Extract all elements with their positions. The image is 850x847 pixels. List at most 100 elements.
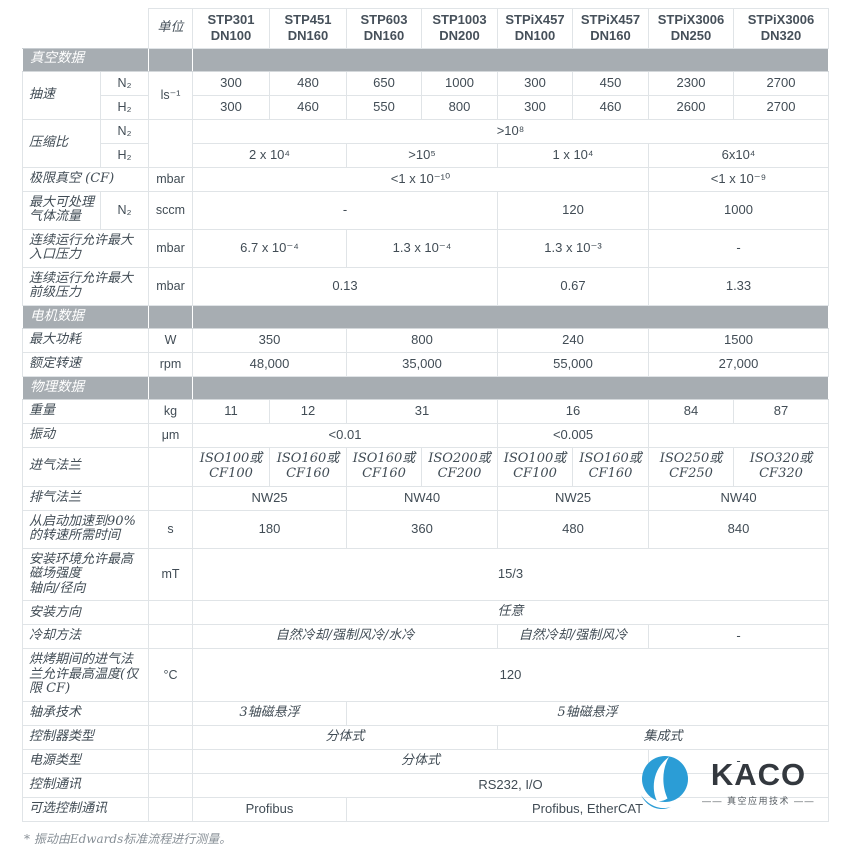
row-label: 控制通讯 — [22, 772, 149, 798]
kaco-sail-icon — [641, 756, 688, 810]
unit-cell: μm — [148, 422, 193, 448]
spec-row: 额定转速 rpm 48,000 35,000 55,000 27,000 — [22, 351, 829, 377]
unit-cell: kg — [148, 398, 193, 424]
value-cell: 180 — [192, 509, 347, 549]
section-band-cell — [192, 47, 829, 72]
value-cell: 480 — [269, 70, 347, 96]
row-label: 冷却方法 — [22, 624, 149, 650]
value-cell: 自然冷却/强制风冷/水冷 — [192, 624, 498, 650]
spec-row: 控制器类型 分体式 集成式 — [22, 724, 829, 750]
value-cell: 800 — [421, 94, 498, 120]
spec-row: 进气法兰 ISO100或 CF100 ISO160或 CF160 ISO160或 CF… — [22, 446, 829, 487]
value-cell: <1 x 10⁻¹⁰ — [192, 166, 649, 192]
row-sublabel: N₂ — [100, 190, 149, 230]
unit-cell — [148, 624, 193, 650]
spec-row: H₂ 2 x 10⁴ >10⁵ 1 x 10⁴ 6x10⁴ — [23, 142, 829, 168]
value-cell: 6.7 x 10⁻⁴ — [192, 228, 347, 268]
table-corner — [22, 8, 149, 48]
value-cell: NW40 — [346, 485, 498, 511]
value-cell: 0.67 — [497, 266, 649, 306]
section-band-cell — [148, 47, 193, 72]
value-cell: 31 — [346, 398, 498, 424]
row-label: 最大功耗 — [22, 327, 149, 353]
row-label: 连续运行允许最大 前级压力 — [22, 266, 149, 306]
value-cell: - — [192, 190, 498, 230]
value-cell: 2600 — [648, 94, 734, 120]
row-label: 安装方向 — [22, 600, 149, 626]
value-cell: ISO100或 CF100 — [497, 446, 573, 487]
spec-row: 冷却方法 自然冷却/强制风冷/水冷 自然冷却/强制风冷 - — [22, 624, 829, 650]
value-cell: 2700 — [733, 70, 829, 96]
column-header: STPiX3006 DN320 — [733, 8, 829, 49]
spec-row: 压缩比 N₂ >10⁸ — [22, 118, 829, 168]
value-cell: 480 — [497, 509, 649, 549]
value-cell: ISO100或 CF100 — [192, 446, 270, 487]
value-cell: 分体式 — [192, 724, 498, 750]
row-label: 振动 — [22, 422, 149, 448]
section-row: 电机数据 — [22, 304, 829, 329]
spec-row: 排气法兰 NW25 NW40 NW25 NW40 — [22, 485, 829, 511]
value-cell: 840 — [648, 509, 829, 549]
section-band-cell — [148, 375, 193, 400]
row-sublabel: H₂ — [100, 142, 149, 168]
spec-row: 重量 kg 11 12 31 16 84 87 — [22, 398, 829, 424]
value-cell: 350 — [192, 327, 347, 353]
value-cell: ISO250或 CF250 — [648, 446, 734, 487]
value-cell: - — [648, 228, 829, 268]
value-cell: 1.33 — [648, 266, 829, 306]
value-cell: 450 — [572, 70, 649, 96]
value-cell: 300 — [192, 70, 270, 96]
section-band-cell — [192, 375, 829, 400]
value-cell: ISO160或 CF160 — [572, 446, 649, 487]
unit-column-header: 单位 — [148, 8, 193, 49]
unit-cell: s — [148, 509, 193, 549]
value-cell: 12 — [269, 398, 347, 424]
row-label: 最大可处理 气体流量 — [22, 190, 101, 230]
unit-cell: °C — [148, 648, 193, 702]
value-cell: 300 — [497, 70, 573, 96]
value-cell: <0.005 — [497, 422, 649, 448]
value-cell: NW25 — [192, 485, 347, 511]
unit-cell — [148, 748, 193, 774]
value-cell: 460 — [572, 94, 649, 120]
value-cell: 1000 — [648, 190, 829, 230]
value-cell: 任意 — [192, 600, 829, 626]
value-cell: 16 — [497, 398, 649, 424]
footnote: * 振动由Edwards标准流程进行测量。 — [24, 831, 232, 846]
value-cell: 自然冷却/强制风冷 — [497, 624, 649, 650]
spec-row: 振动 μm <0.01 <0.005 — [22, 422, 829, 448]
unit-cell: mbar — [148, 266, 193, 306]
column-header: STPiX457 DN160 — [572, 8, 649, 49]
value-cell: Profibus — [192, 796, 347, 822]
spec-row: 烘烤期间的进气法 兰允许最高温度(仅 限 CF) °C 120 — [22, 648, 829, 702]
value-cell: 2 x 10⁴ — [192, 142, 347, 168]
value-cell: 35,000 — [346, 351, 498, 377]
spec-row: 轴承技术 3轴磁悬浮 5轴磁悬浮 — [22, 700, 829, 726]
row-label: 压缩比 — [22, 118, 101, 168]
row-sublabel: N₂ — [100, 118, 149, 144]
row-label: 安装环境允许最高 磁场强度 轴向/径向 — [22, 547, 149, 602]
unit-cell — [148, 446, 193, 487]
unit-cell — [148, 700, 193, 726]
row-label: 排气法兰 — [22, 485, 149, 511]
kaco-logo-text-block: KACO —— 真空应用技术 —— — [702, 759, 815, 807]
unit-cell — [148, 118, 193, 168]
value-cell: <1 x 10⁻⁹ — [648, 166, 829, 192]
value-cell: 120 — [497, 190, 649, 230]
row-label: 从启动加速到90% 的转速所需时间 — [22, 509, 149, 549]
value-cell: 集成式 — [497, 724, 829, 750]
spec-table: 单位 STP301 DN100 STP451 DN160 STP603 DN160 ST… — [22, 8, 829, 822]
value-cell: 1.3 x 10⁻³ — [497, 228, 649, 268]
row-label: 连续运行允许最大 入口压力 — [22, 228, 149, 268]
value-cell: 550 — [346, 94, 422, 120]
value-cell: 2700 — [733, 94, 829, 120]
spec-row: 最大可处理 气体流量 N₂ sccm -120 1000 — [22, 190, 829, 230]
unit-cell: mT — [148, 547, 193, 602]
header-row: 单位 STP301 DN100 STP451 DN160 STP603 DN160 ST… — [22, 8, 829, 49]
value-cell: Profibus, EtherCAT — [346, 796, 829, 822]
spec-row: 安装方向 任意 — [22, 600, 829, 626]
spec-row: 安装环境允许最高 磁场强度 轴向/径向 mT 15/3 — [22, 547, 829, 602]
section-title: 物理数据 — [22, 375, 149, 400]
row-sublabel: H₂ — [100, 94, 149, 120]
value-cell: 800 — [346, 327, 498, 353]
